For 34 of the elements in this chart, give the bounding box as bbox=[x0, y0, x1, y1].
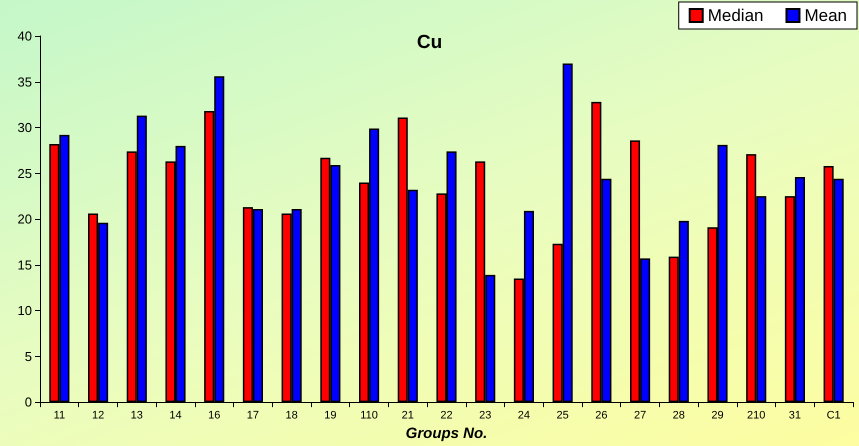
chart-title: Cu bbox=[416, 32, 442, 53]
x-tick-label: 24 bbox=[518, 410, 530, 422]
x-tick-label: 18 bbox=[286, 410, 298, 422]
legend-label: Median bbox=[708, 6, 764, 25]
x-tick-label: 16 bbox=[208, 410, 220, 422]
x-tick-label: 28 bbox=[672, 410, 685, 422]
x-axis-title: Groups No. bbox=[406, 425, 488, 442]
y-tick-label: 15 bbox=[18, 257, 32, 272]
x-tick-label: 27 bbox=[634, 410, 646, 422]
x-tick-label: 14 bbox=[169, 410, 182, 422]
x-tick-label: 31 bbox=[788, 410, 802, 422]
y-tick-label: 5 bbox=[24, 348, 32, 364]
y-tick-label: 10 bbox=[18, 303, 32, 318]
x-tick-label: 29 bbox=[711, 410, 724, 422]
x-tick-label: 21 bbox=[402, 410, 414, 422]
x-tick-label: 11 bbox=[54, 410, 66, 422]
x-tick-label: C1 bbox=[826, 410, 841, 422]
y-tick-label: 25 bbox=[18, 166, 32, 181]
y-tick-label: 30 bbox=[18, 120, 32, 136]
y-tick-label: 40 bbox=[18, 28, 32, 44]
x-tick-label: 25 bbox=[556, 410, 569, 422]
x-tick-label: 12 bbox=[92, 410, 104, 422]
legend-label: Mean bbox=[804, 6, 848, 25]
y-tick-label: 0 bbox=[24, 394, 32, 410]
x-tick-label: 17 bbox=[246, 410, 260, 422]
x-tick-label: 26 bbox=[595, 410, 608, 422]
y-tick-label: 20 bbox=[18, 212, 32, 227]
x-tick-label: 23 bbox=[479, 410, 492, 422]
x-tick-label: 22 bbox=[440, 410, 453, 422]
x-tick-label: 19 bbox=[324, 410, 336, 422]
x-tick-label: 13 bbox=[130, 410, 143, 422]
x-tick-label: 110 bbox=[360, 410, 378, 422]
y-tick-label: 35 bbox=[18, 74, 32, 90]
x-tick-label: 210 bbox=[747, 410, 766, 422]
